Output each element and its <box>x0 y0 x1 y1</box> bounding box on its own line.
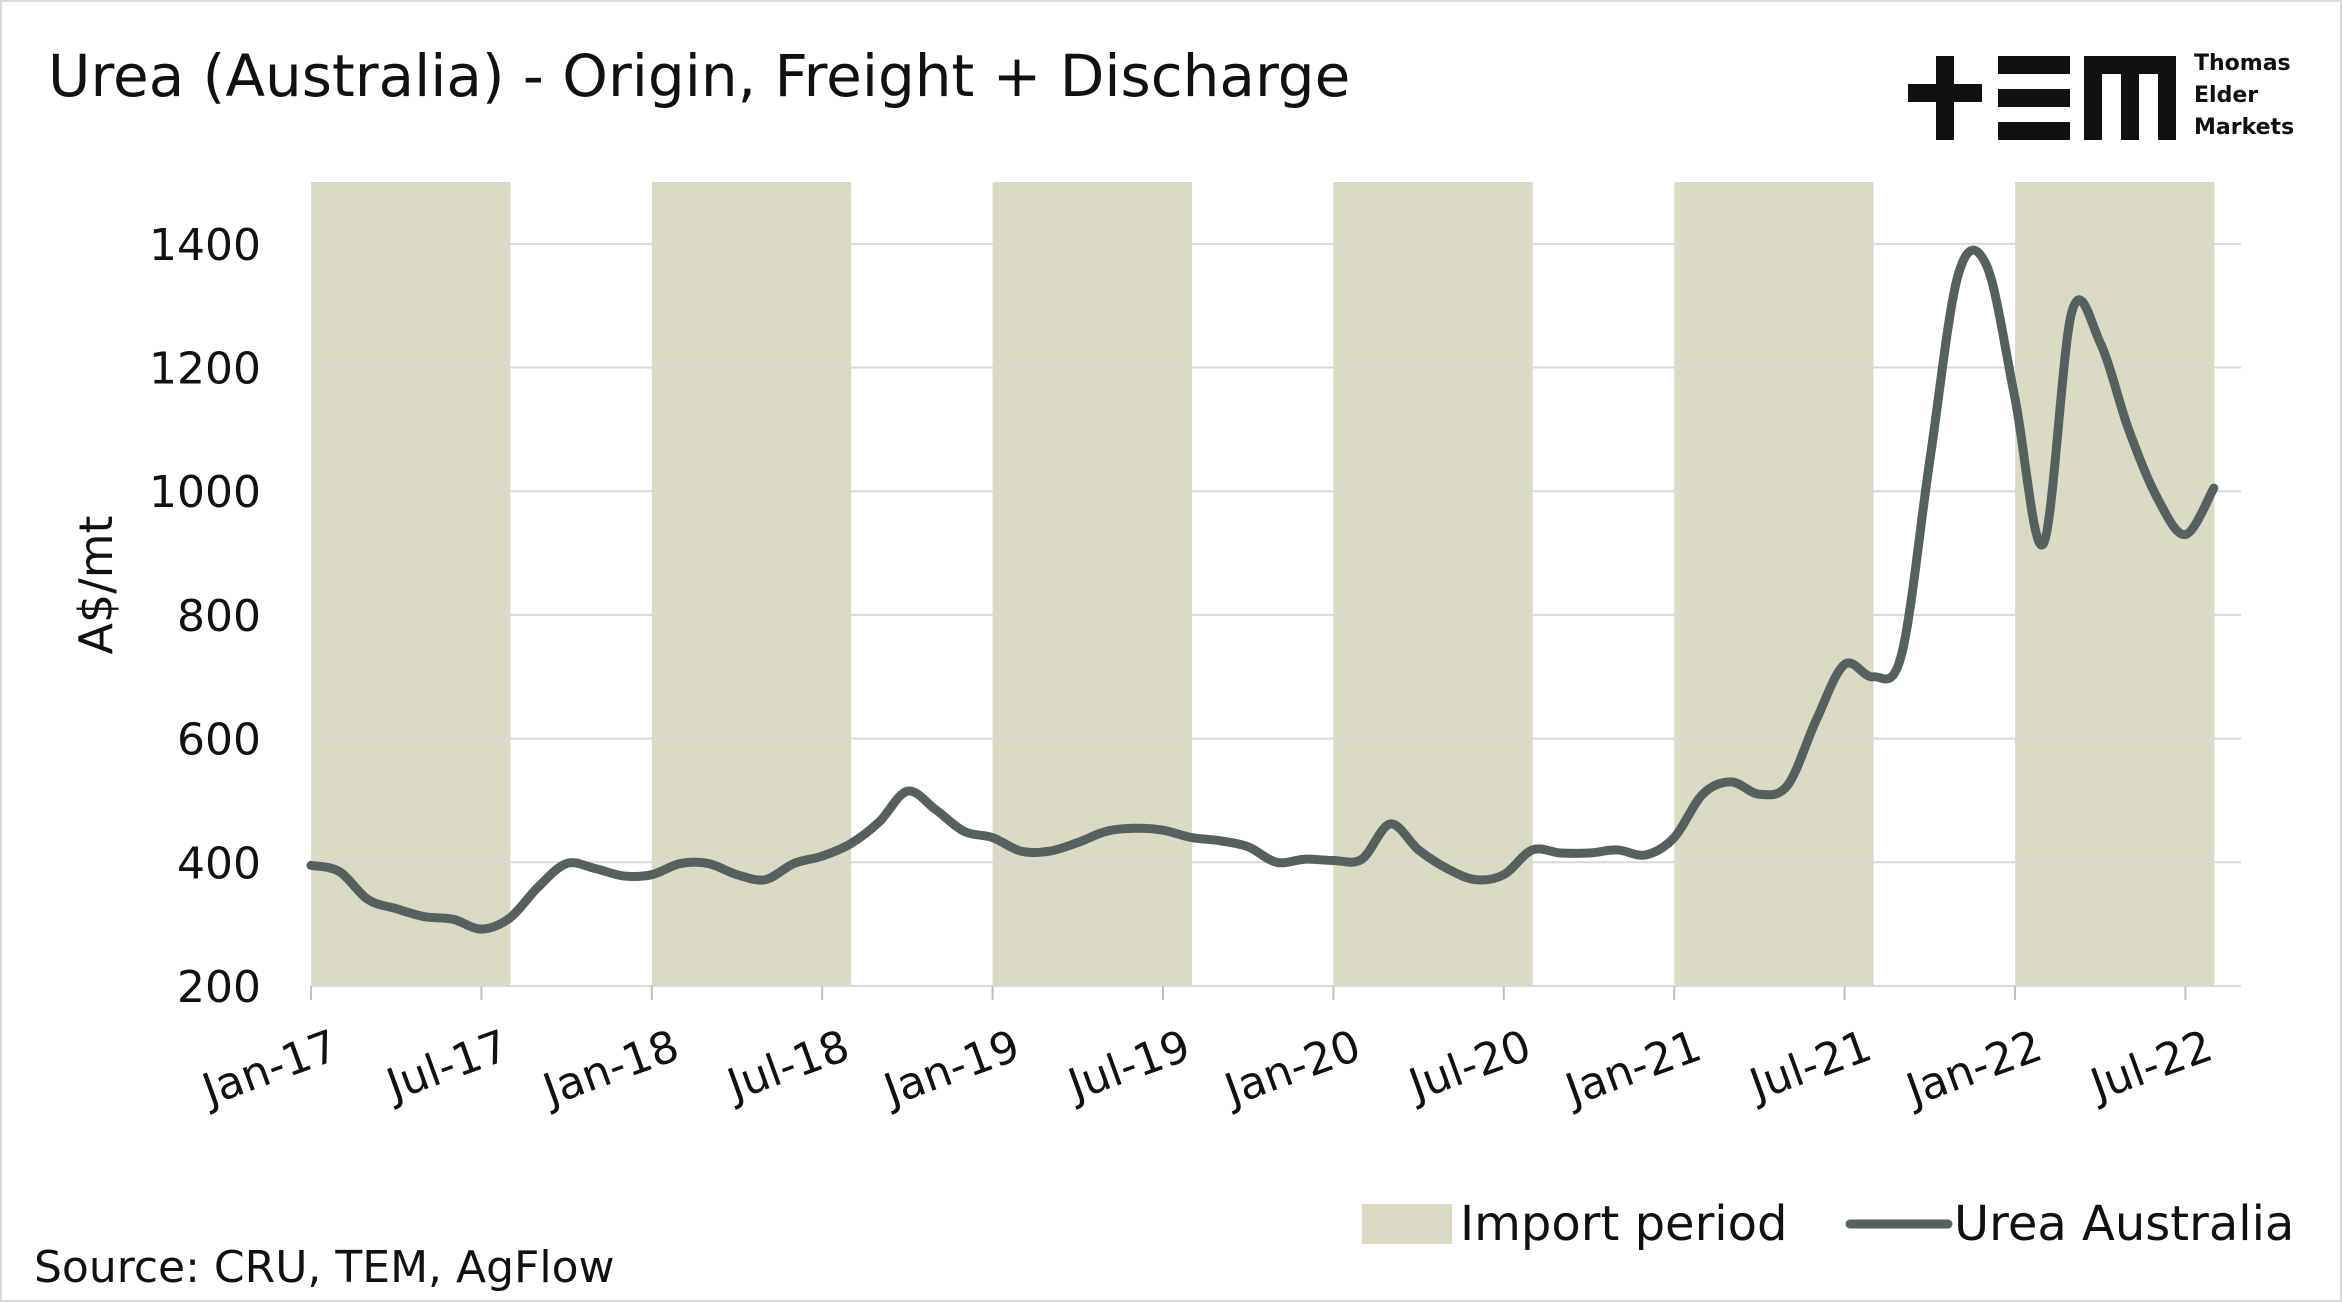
line <box>306 245 2219 934</box>
y-tick-label: 1200 <box>149 344 261 395</box>
legend-label: Urea Australia <box>1954 1196 2294 1252</box>
import-band <box>2185 182 2215 986</box>
y-tick-label: 400 <box>177 838 261 889</box>
import-band <box>1077 182 1107 986</box>
import-band <box>822 182 852 986</box>
import-band <box>1163 182 1192 986</box>
y-tick-label: 1400 <box>149 220 261 271</box>
import-band <box>311 182 340 986</box>
y-tick-label: 600 <box>177 715 261 766</box>
plot-back <box>311 182 2215 986</box>
import-band <box>1816 182 1846 986</box>
import-band <box>1333 182 1363 986</box>
import-band <box>1731 182 1760 986</box>
import-band <box>680 182 710 986</box>
import-band <box>2157 182 2186 986</box>
import-band <box>765 182 795 986</box>
import-band <box>1475 182 1505 986</box>
import-band <box>481 182 511 986</box>
import-band <box>708 182 738 986</box>
import-band <box>424 182 454 986</box>
logo-e <box>1998 89 2070 107</box>
import-band <box>1390 182 1420 986</box>
import-band <box>1674 182 1704 986</box>
import-band <box>367 182 397 986</box>
import-band <box>2015 182 2044 986</box>
import-band <box>1447 182 1476 986</box>
import-band <box>737 182 766 986</box>
y-tick-label: 200 <box>177 962 261 1013</box>
import-band <box>2043 182 2073 986</box>
logo-m <box>2084 56 2176 140</box>
import-band <box>1787 182 1817 986</box>
import-band <box>1134 182 1164 986</box>
legend-label: Import period <box>1460 1196 1787 1252</box>
import-band <box>992 182 1022 986</box>
logo-text: Markets <box>2194 115 2294 140</box>
import-band <box>2128 182 2158 986</box>
logo-e <box>1998 56 2070 74</box>
import-band <box>2100 182 2130 986</box>
import-band <box>1021 182 1050 986</box>
import-band <box>1844 182 1874 986</box>
logo-e <box>1998 122 2070 140</box>
import-band <box>1361 182 1391 986</box>
import-band <box>793 182 823 986</box>
import-band <box>396 182 426 986</box>
import-band <box>1702 182 1732 986</box>
logo-plus <box>1936 56 1954 140</box>
source: Source: CRU, TEM, AgFlow <box>34 1242 615 1293</box>
import-band <box>651 182 681 986</box>
import-band <box>453 182 482 986</box>
chart-title: Urea (Australia) - Origin, Freight + Dis… <box>48 42 1350 110</box>
y-axis-label: A$/mt <box>69 515 123 654</box>
import-band <box>1049 182 1079 986</box>
import-band <box>1106 182 1136 986</box>
logo-text: Elder <box>2194 83 2258 108</box>
import-band <box>339 182 369 986</box>
y-tick-label: 800 <box>177 591 261 642</box>
logo: Thomas Elder Markets <box>1908 51 2294 140</box>
y-tick-label: 1000 <box>149 467 261 518</box>
legend-swatch <box>1362 1204 1452 1244</box>
logo-text: Thomas <box>2194 51 2291 76</box>
import-band <box>1759 182 1789 986</box>
